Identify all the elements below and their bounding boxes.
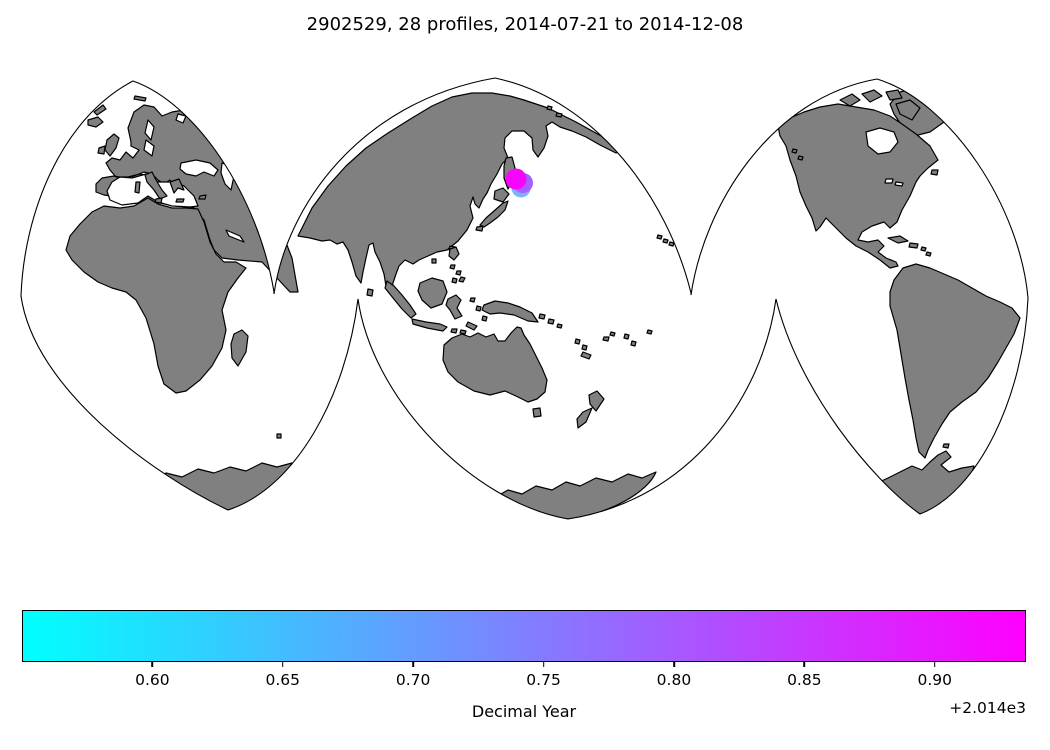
greece-peninsula — [169, 178, 185, 194]
colorbar-tick-label: 0.70 — [395, 671, 431, 689]
colorbar-axis-label: Decimal Year — [471, 702, 577, 721]
colorbar-tick-label: 0.65 — [265, 671, 301, 689]
colorbar-tick-mark — [933, 662, 936, 667]
white-sea — [175, 113, 187, 124]
iceland-island — [87, 116, 104, 128]
japan-hokkaido-island — [493, 187, 510, 203]
colorbar-tick-label: 0.60 — [135, 671, 170, 689]
pacific-islands — [538, 313, 653, 360]
hainan-island — [431, 258, 437, 264]
colorbar-offset-text: +2.014e3 — [949, 699, 1026, 717]
hawaii-islands — [656, 234, 675, 247]
black-sea — [179, 159, 219, 177]
java-island — [411, 318, 448, 332]
alaska-islands — [791, 148, 804, 161]
borneo-island — [417, 277, 448, 309]
baltic-sea — [143, 139, 155, 157]
sulawesi-island — [445, 294, 463, 320]
crete-island — [175, 198, 185, 203]
persian-gulf — [225, 229, 245, 243]
continent-asia — [297, 92, 625, 294]
italy-peninsula — [144, 171, 168, 200]
continent-south-america — [889, 263, 1021, 459]
sicily-island — [154, 197, 163, 204]
gulf-of-bothnia — [144, 119, 155, 141]
kerguelen-island — [276, 433, 282, 439]
colorbar-tick-mark — [673, 662, 675, 667]
corsica-sardinia-islands — [134, 181, 141, 194]
philippines-islands — [448, 246, 466, 284]
world-map — [20, 77, 1029, 520]
continent-north-america — [777, 103, 939, 269]
new-zealand-south-island — [576, 407, 593, 429]
colorbar-tick-label: 0.75 — [526, 671, 561, 689]
colorbar-tick-mark — [803, 662, 806, 667]
float-marker-cluster — [505, 168, 533, 198]
continent-africa — [65, 197, 247, 394]
canadian-arctic-islands — [839, 89, 921, 121]
tasmania-island — [532, 407, 542, 418]
madagascar-island — [230, 329, 249, 367]
falkland-islands — [942, 443, 950, 449]
mediterranean-sea — [106, 173, 199, 208]
moluccas-islands — [469, 297, 488, 322]
colorbar-tick-mark — [151, 662, 154, 667]
sri-lanka-island — [366, 288, 374, 297]
colorbar-tick-label: 0.90 — [917, 671, 952, 689]
ireland-island — [97, 145, 106, 155]
colorbar-tick-label: 0.80 — [656, 671, 692, 689]
bering-islands — [546, 105, 563, 118]
cyprus-island — [198, 194, 207, 200]
plot-title: 2902529, 28 profiles, 2014-07-21 to 2014… — [306, 14, 744, 35]
hudson-bay — [865, 127, 899, 155]
colorbar-gradient — [22, 610, 1026, 662]
colorbar-tick-mark — [281, 662, 284, 667]
profile-position-dot — [505, 168, 527, 190]
colorbar-tick-mark — [542, 662, 545, 667]
ocean-background — [21, 78, 1028, 519]
japan-honshu-island — [479, 200, 509, 228]
projection-outline — [20, 77, 1029, 520]
newfoundland-island — [930, 169, 939, 176]
colorbar-tick-mark — [412, 662, 414, 667]
japan-kyushu-island — [475, 225, 484, 232]
colorbar-tick-label: 0.85 — [787, 671, 822, 689]
new-zealand-north-island — [588, 390, 605, 412]
great-lakes — [884, 178, 904, 187]
caribbean-islands — [887, 235, 932, 257]
new-guinea-island — [481, 300, 539, 323]
continent-australia — [442, 326, 548, 403]
sumatra-island — [384, 280, 417, 319]
lesser-sunda-islands — [450, 321, 478, 335]
